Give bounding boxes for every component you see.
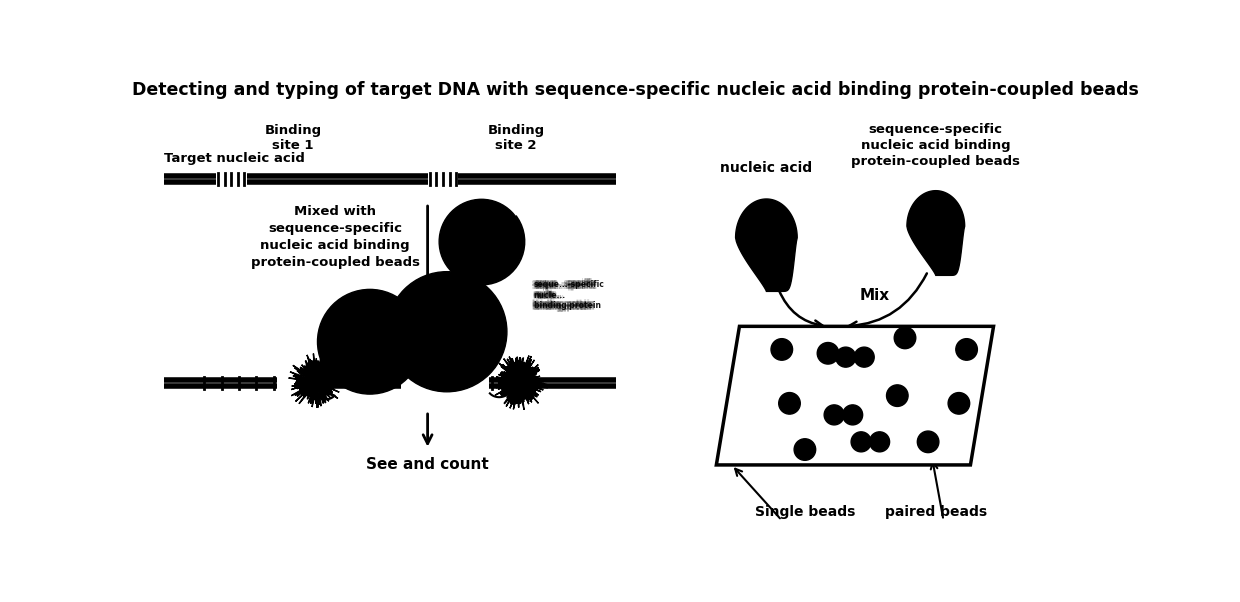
Text: seque...-specific
nucle...
binding protein: seque...-specific nucle... binding prote… (533, 282, 595, 312)
Text: seque...-specific
nucle...
binding protein: seque...-specific nucle... binding prote… (532, 279, 594, 309)
Text: Mix: Mix (859, 288, 889, 303)
Text: paired beads: paired beads (884, 505, 987, 519)
Text: See and count: See and count (366, 458, 489, 472)
Circle shape (794, 439, 816, 461)
Circle shape (894, 327, 916, 349)
Text: seque...-specific
nucle...
binding protein: seque...-specific nucle... binding prote… (534, 278, 596, 308)
Text: seque...-specific
nucle...
binding protein: seque...-specific nucle... binding prote… (532, 281, 594, 311)
Polygon shape (494, 356, 548, 410)
Text: seque...-specific
nucle...
binding protein: seque...-specific nucle... binding prote… (534, 280, 605, 310)
Polygon shape (906, 191, 965, 275)
Circle shape (887, 385, 908, 406)
Circle shape (387, 272, 507, 392)
Text: seque...-specific
nucle...
binding protein: seque...-specific nucle... binding prote… (536, 279, 598, 309)
Circle shape (854, 347, 874, 367)
Text: seque...-specific
nucle...
binding protein: seque...-specific nucle... binding prote… (534, 281, 596, 311)
Text: Detecting and typing of target DNA with sequence-specific nucleic acid binding p: Detecting and typing of target DNA with … (133, 81, 1138, 99)
Text: seque...-specific
nucle...
binding protein: seque...-specific nucle... binding prote… (533, 279, 595, 309)
Circle shape (439, 199, 523, 284)
Polygon shape (735, 199, 797, 291)
Circle shape (851, 432, 872, 452)
Text: Binding
site 2: Binding site 2 (487, 123, 544, 152)
Text: seque...-specific
nucle...
binding protein: seque...-specific nucle... binding prote… (536, 282, 598, 312)
Text: seque...-specific
nucle...
binding protein: seque...-specific nucle... binding prote… (536, 281, 598, 311)
Text: seque...-specific
nucle...
binding protein: seque...-specific nucle... binding prote… (533, 281, 595, 311)
Text: Target nucleic acid: Target nucleic acid (164, 152, 305, 164)
Circle shape (317, 290, 422, 394)
Text: Binding
site 1: Binding site 1 (264, 123, 321, 152)
Text: seque...-specific
nucle...
binding protein: seque...-specific nucle... binding prote… (533, 278, 595, 308)
Circle shape (949, 393, 970, 414)
Circle shape (836, 347, 856, 367)
Text: seque...-specific
nucle...
binding protein: seque...-specific nucle... binding prote… (532, 278, 594, 308)
Circle shape (843, 405, 863, 425)
Circle shape (779, 393, 800, 414)
Text: nucleic acid: nucleic acid (720, 161, 812, 175)
Circle shape (918, 431, 939, 453)
Text: Single beads: Single beads (755, 505, 856, 519)
Circle shape (771, 339, 792, 360)
Text: seque...-specific
nucle...
binding protein: seque...-specific nucle... binding prote… (534, 279, 596, 309)
Text: seque...-specific
nucle...
binding protein: seque...-specific nucle... binding prote… (532, 282, 594, 312)
Polygon shape (289, 353, 343, 408)
Polygon shape (717, 326, 993, 465)
Text: Mixed with
sequence-specific
nucleic acid binding
protein-coupled beads: Mixed with sequence-specific nucleic aci… (250, 205, 419, 268)
Text: seque...-specific
nucle...
binding protein: seque...-specific nucle... binding prote… (536, 278, 598, 308)
Circle shape (956, 339, 977, 360)
Text: seque...-specific
nucle...
binding protein: seque...-specific nucle... binding prote… (534, 282, 596, 312)
Circle shape (825, 405, 844, 425)
Circle shape (817, 343, 838, 364)
Text: sequence-specific
nucleic acid binding
protein-coupled beads: sequence-specific nucleic acid binding p… (852, 123, 1021, 169)
Circle shape (869, 432, 889, 452)
